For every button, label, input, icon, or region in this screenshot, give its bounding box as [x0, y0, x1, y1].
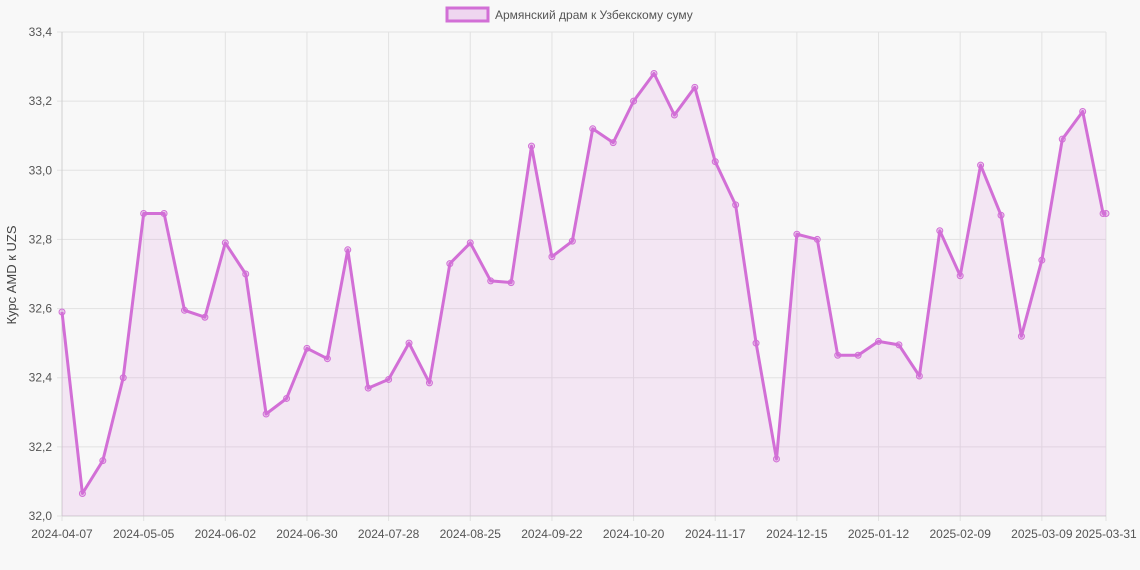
data-point	[466, 239, 474, 247]
data-point	[58, 308, 66, 316]
data-point	[568, 237, 576, 245]
data-point	[772, 455, 780, 463]
data-point	[221, 239, 229, 247]
data-point	[1058, 135, 1066, 143]
data-point	[834, 351, 842, 359]
series-area	[62, 73, 1106, 516]
x-axis-ticks: 2024-04-07 2024-05-05 2024-06-02 2024-06-30…	[31, 527, 1137, 541]
data-point	[589, 125, 597, 133]
data-point	[385, 375, 393, 383]
x-tick-label: 2024-06-30	[276, 527, 338, 541]
x-tick-label: 2024-06-02	[195, 527, 257, 541]
data-point	[507, 279, 515, 287]
legend[interactable]: Армянский драм к Узбекскому суму	[445, 6, 693, 23]
data-point	[405, 339, 413, 347]
data-point	[78, 490, 86, 498]
x-tick-label: 2024-04-07	[31, 527, 93, 541]
y-axis-ticks: 32,0 32,2 32,4 32,6 32,8 33,0 33,2 33,4	[29, 25, 53, 523]
data-point	[691, 83, 699, 91]
data-point	[303, 344, 311, 352]
x-tick-label: 2025-03-09	[1011, 527, 1073, 541]
x-tick-label: 2024-12-15	[766, 527, 828, 541]
data-point	[283, 394, 291, 402]
data-point	[160, 210, 168, 217]
x-tick-label: 2025-01-12	[848, 527, 910, 541]
y-tick-label: 32,0	[29, 509, 53, 523]
y-tick-label: 33,2	[29, 94, 53, 108]
data-point	[670, 111, 678, 119]
x-tick-label: 2024-07-28	[358, 527, 420, 541]
y-tick-label: 32,4	[29, 371, 53, 385]
data-point	[119, 374, 127, 382]
x-tick-label: 2025-03-31	[1075, 527, 1137, 541]
data-point	[99, 457, 107, 465]
data-point	[630, 97, 638, 105]
data-point	[201, 313, 209, 321]
series-line	[60, 72, 1106, 495]
legend-swatch[interactable]	[445, 6, 490, 23]
data-point	[997, 211, 1005, 219]
x-tick-label: 2024-05-05	[113, 527, 175, 541]
data-point	[344, 246, 352, 254]
data-point	[752, 339, 760, 347]
data-point	[915, 372, 923, 380]
data-point	[1038, 256, 1046, 264]
data-point	[732, 201, 740, 209]
data-point	[487, 277, 495, 285]
data-point	[813, 235, 821, 243]
data-point	[1102, 210, 1110, 217]
data-point	[528, 142, 536, 150]
y-tick-label: 32,2	[29, 440, 53, 454]
data-point	[262, 410, 270, 418]
data-point	[936, 227, 944, 235]
data-point	[854, 351, 862, 359]
data-point	[1017, 332, 1025, 340]
x-tick-label: 2024-11-17	[685, 527, 746, 541]
x-tick-label: 2024-10-20	[603, 527, 665, 541]
x-tick-label: 2024-09-22	[521, 527, 583, 541]
data-point	[425, 379, 433, 387]
legend-label: Армянский драм к Узбекскому суму	[495, 8, 693, 22]
data-point	[242, 270, 250, 278]
data-point	[180, 306, 188, 314]
data-point	[956, 272, 964, 280]
data-point	[323, 355, 331, 363]
data-point	[364, 384, 372, 392]
data-point	[548, 253, 556, 261]
series-group	[58, 69, 1110, 516]
y-axis-title: Курс AMD к UZS	[4, 225, 19, 324]
data-point	[711, 158, 719, 166]
data-point	[609, 139, 617, 147]
y-tick-label: 33,4	[29, 25, 53, 39]
y-tick-label: 32,8	[29, 232, 53, 246]
grid	[57, 31, 1107, 521]
data-point	[1079, 108, 1087, 116]
data-point	[977, 161, 985, 169]
data-point	[895, 341, 903, 349]
x-tick-label: 2024-08-25	[440, 527, 502, 541]
data-point	[793, 230, 801, 238]
data-point	[140, 210, 148, 217]
data-point	[875, 337, 883, 345]
data-point	[650, 69, 658, 77]
y-tick-label: 33,0	[29, 163, 53, 177]
data-point	[446, 260, 454, 268]
x-tick-label: 2025-02-09	[929, 527, 991, 541]
y-tick-label: 32,6	[29, 302, 53, 316]
